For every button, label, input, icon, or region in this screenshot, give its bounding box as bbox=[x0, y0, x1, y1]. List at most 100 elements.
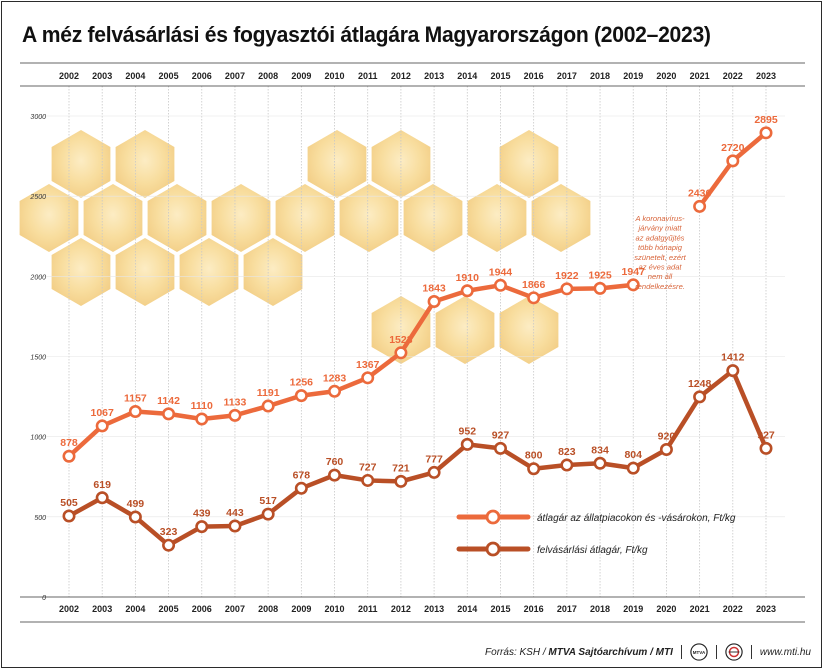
data-point bbox=[460, 437, 474, 451]
data-point bbox=[693, 199, 707, 213]
series: 878 1067 1157 1142 1110 1133 1191 1256 1283 1367 1… bbox=[60, 114, 778, 552]
data-point bbox=[62, 509, 76, 523]
x-tick-label-bottom: 2017 bbox=[557, 604, 577, 614]
data-label: 878 bbox=[60, 437, 78, 449]
x-tick-label-top: 2007 bbox=[225, 71, 245, 81]
x-tick-label-bottom: 2006 bbox=[192, 604, 212, 614]
x-tick-label-bottom: 2023 bbox=[756, 604, 776, 614]
x-tick-label-bottom: 2005 bbox=[159, 604, 179, 614]
data-label: 678 bbox=[293, 469, 311, 481]
archive-text: MTVA Sajtóarchívum / MTI bbox=[548, 646, 673, 658]
source-text: Forrás: KSH / bbox=[485, 646, 549, 658]
covid-annotation: A koronavírus-járvány miatt az adatgyűjté… bbox=[634, 214, 686, 291]
data-point bbox=[162, 407, 176, 421]
x-tick-label-bottom: 2004 bbox=[125, 604, 145, 614]
footer: Forrás: KSH / MTVA Sajtóarchívum / MTI M… bbox=[485, 643, 811, 661]
y-tick-label: 1000 bbox=[30, 435, 46, 442]
data-point bbox=[128, 510, 142, 524]
x-tick-label-top: 2018 bbox=[590, 71, 610, 81]
legend-label: átlagár az állatpiacokon és -vásárokon, … bbox=[537, 513, 736, 524]
y-tick-label: 1500 bbox=[30, 355, 46, 362]
legend-label: felvásárlási átlagár, Ft/kg bbox=[537, 545, 648, 556]
data-label: 1412 bbox=[721, 352, 745, 364]
honeycomb-cell bbox=[147, 184, 207, 252]
x-tick-label-top: 2016 bbox=[524, 71, 544, 81]
data-label: 1157 bbox=[124, 392, 147, 404]
data-point bbox=[261, 507, 275, 521]
data-point bbox=[460, 284, 474, 298]
data-label: 1142 bbox=[157, 395, 180, 407]
data-point bbox=[427, 295, 441, 309]
honeycomb-cell bbox=[467, 184, 527, 252]
y-tick-label: 500 bbox=[34, 515, 46, 522]
series-purchase: 505 619 499 323 439 443 517 678 760 727 721 777 952 9… bbox=[60, 352, 775, 552]
data-label: 920 bbox=[658, 430, 676, 442]
x-tick-label-bottom: 2022 bbox=[723, 604, 743, 614]
honeycomb-cell bbox=[531, 184, 591, 252]
data-label: 952 bbox=[459, 425, 477, 437]
honeycomb-cell bbox=[211, 184, 271, 252]
honeycomb-cell bbox=[403, 184, 463, 252]
data-label: 2895 bbox=[754, 114, 778, 126]
data-point bbox=[626, 461, 640, 475]
data-point bbox=[593, 281, 607, 295]
data-label: 1256 bbox=[290, 377, 314, 389]
data-point bbox=[693, 390, 707, 404]
divider bbox=[680, 645, 682, 659]
data-label: 443 bbox=[226, 507, 244, 519]
honeycomb-cell bbox=[115, 238, 175, 306]
data-label: 1067 bbox=[91, 407, 115, 419]
x-tick-label-bottom: 2009 bbox=[291, 604, 311, 614]
divider bbox=[715, 645, 717, 659]
data-point bbox=[128, 404, 142, 418]
x-tick-label-top: 2014 bbox=[457, 71, 477, 81]
honeycomb-cell bbox=[115, 130, 175, 198]
data-label: 1283 bbox=[323, 372, 347, 384]
honeycomb-cell bbox=[339, 184, 399, 252]
x-tick-label-top: 2022 bbox=[723, 71, 743, 81]
data-point bbox=[294, 481, 308, 495]
data-label: 800 bbox=[525, 450, 543, 462]
data-label: 1925 bbox=[588, 269, 612, 281]
x-tick-label-bottom: 2020 bbox=[656, 604, 676, 614]
data-label: 505 bbox=[60, 497, 78, 509]
data-point bbox=[726, 364, 740, 378]
data-label: 834 bbox=[591, 444, 609, 456]
data-label: 777 bbox=[425, 453, 443, 465]
x-tick-label-top: 2011 bbox=[358, 71, 378, 81]
series-line bbox=[66, 368, 769, 548]
data-label: 1110 bbox=[191, 400, 213, 412]
x-tick-label-bottom: 2012 bbox=[391, 604, 411, 614]
footer-source: Forrás: KSH / MTVA Sajtóarchívum / MTI bbox=[485, 647, 673, 658]
data-label: 1866 bbox=[522, 279, 546, 291]
y-tick-label: 2500 bbox=[29, 194, 46, 201]
honeycomb-cell bbox=[19, 184, 79, 252]
honeycomb-cell bbox=[51, 238, 111, 306]
x-tick-label-bottom: 2021 bbox=[690, 604, 710, 614]
legend-marker bbox=[485, 509, 501, 525]
x-tick-label-bottom: 2008 bbox=[258, 604, 278, 614]
x-tick-label-top: 2017 bbox=[557, 71, 577, 81]
data-label: 499 bbox=[127, 498, 145, 510]
data-point bbox=[228, 519, 242, 533]
data-point bbox=[493, 278, 507, 292]
svg-text:MTVA: MTVA bbox=[693, 650, 706, 655]
data-point bbox=[626, 278, 640, 292]
data-label: 1944 bbox=[489, 266, 513, 278]
chart-title: A méz felvásárlási és fogyasztói átlagár… bbox=[22, 22, 711, 47]
x-tick-label-top: 2004 bbox=[125, 71, 145, 81]
data-point bbox=[95, 419, 109, 433]
data-label: 721 bbox=[392, 462, 410, 474]
data-label: 927 bbox=[757, 429, 775, 441]
website-link[interactable]: www.mti.hu bbox=[759, 646, 811, 658]
data-point bbox=[195, 520, 209, 534]
data-label: 1922 bbox=[555, 270, 579, 282]
data-label: 439 bbox=[193, 508, 211, 520]
y-tick-label: 3000 bbox=[30, 114, 46, 121]
data-point bbox=[328, 468, 342, 482]
honeycomb-cell bbox=[275, 184, 335, 252]
x-tick-label-bottom: 2019 bbox=[623, 604, 643, 614]
x-tick-label-bottom: 2014 bbox=[457, 604, 477, 614]
data-point bbox=[560, 282, 574, 296]
